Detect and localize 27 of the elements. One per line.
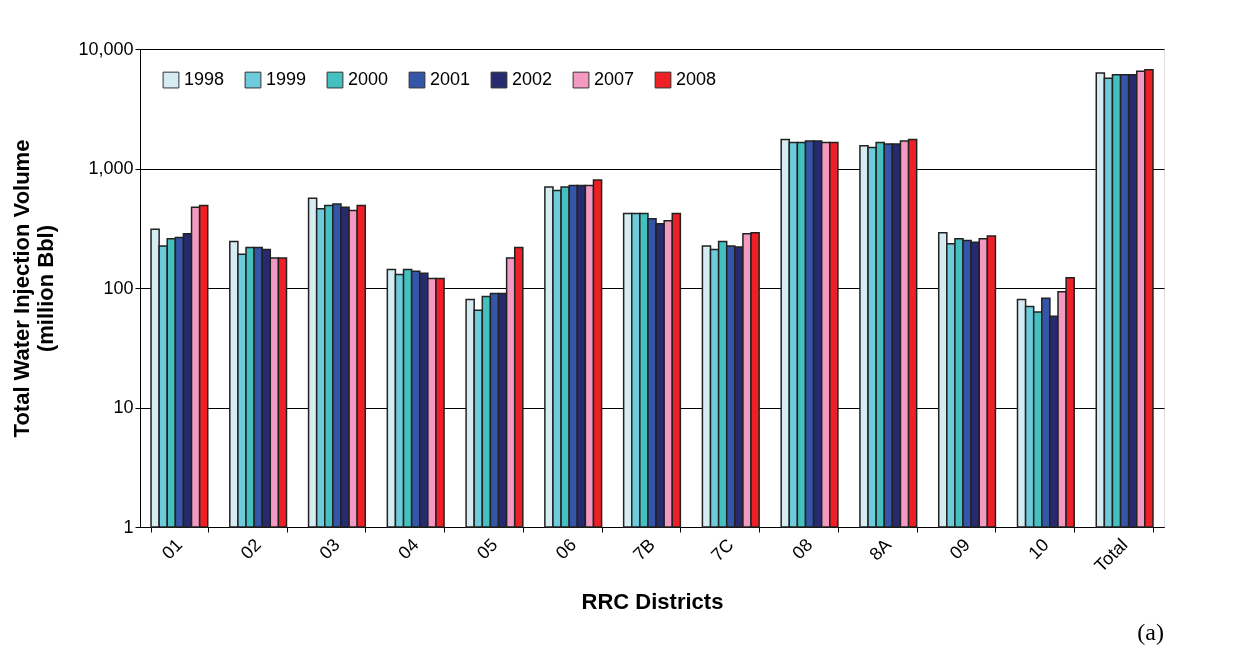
x-tick-label: 09 — [945, 534, 974, 564]
x-tick-label: 04 — [394, 534, 423, 564]
x-tick-label: 8A — [865, 534, 896, 565]
text: (a) — [1137, 619, 1164, 645]
y-axis-title: Total Water Injection Volume (million Bbl) — [9, 139, 59, 438]
y-tick-label: 100 — [103, 277, 134, 298]
legend-label: 2008 — [676, 69, 717, 90]
legend-label: 2007 — [594, 69, 635, 90]
x-tick-label: 7B — [629, 534, 659, 565]
x-tick-label: 03 — [315, 534, 344, 564]
x-axis-title: RRC Districts — [581, 588, 724, 614]
x-tick-label: 7C — [707, 534, 738, 566]
legend-label: 2000 — [348, 69, 389, 90]
y-tick-label: 1 — [123, 516, 134, 537]
x-tick-label: 08 — [788, 534, 817, 564]
x-tick-label: 10 — [1024, 534, 1053, 564]
legend-label: 2001 — [430, 69, 471, 90]
y-tick-label: 10 — [113, 397, 134, 417]
x-tick-label: 02 — [236, 534, 266, 564]
legend-label: 1999 — [266, 69, 307, 90]
x-tick-label: 05 — [473, 534, 502, 564]
legend-label: 2002 — [512, 69, 553, 90]
legend-label: 1998 — [184, 69, 225, 90]
y-tick-label: 10,000 — [78, 38, 134, 59]
x-tick-label: 06 — [551, 534, 581, 564]
x-tick-label: 01 — [157, 534, 187, 564]
y-tick-label: 1,000 — [88, 158, 134, 178]
